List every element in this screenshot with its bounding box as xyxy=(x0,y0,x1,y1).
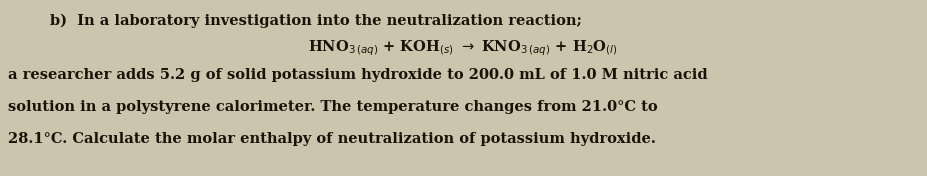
Text: a researcher adds 5.2 g of solid potassium hydroxide to 200.0 mL of 1.0 M nitric: a researcher adds 5.2 g of solid potassi… xyxy=(8,68,707,82)
Text: HNO$_{3\,(aq)}$ + KOH$_{(s)}$ $\rightarrow$ KNO$_{3\,(aq)}$ + H$_{2}$O$_{(l)}$: HNO$_{3\,(aq)}$ + KOH$_{(s)}$ $\rightarr… xyxy=(308,38,618,58)
Text: b)  In a laboratory investigation into the neutralization reaction;: b) In a laboratory investigation into th… xyxy=(50,14,582,28)
Text: solution in a polystyrene calorimeter. The temperature changes from 21.0°C to: solution in a polystyrene calorimeter. T… xyxy=(8,100,657,114)
Text: 28.1°C. Calculate the molar enthalpy of neutralization of potassium hydroxide.: 28.1°C. Calculate the molar enthalpy of … xyxy=(8,132,656,146)
